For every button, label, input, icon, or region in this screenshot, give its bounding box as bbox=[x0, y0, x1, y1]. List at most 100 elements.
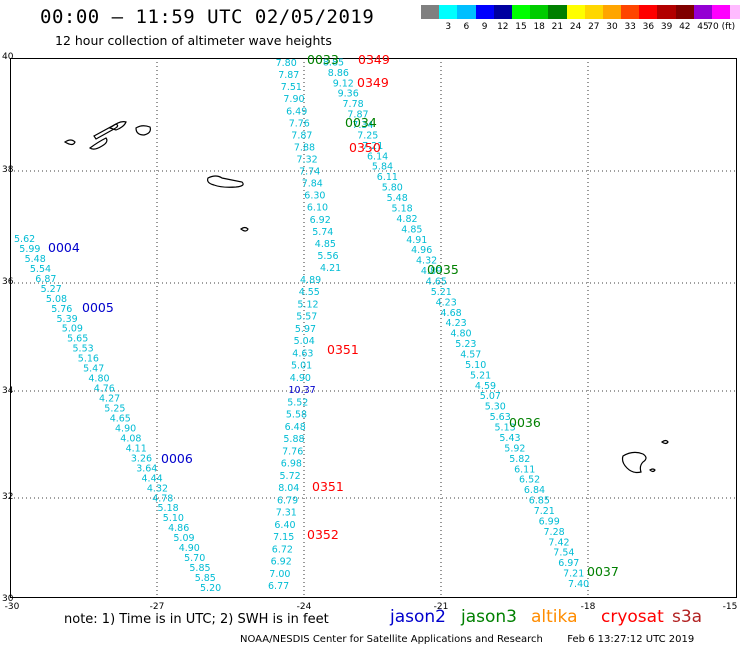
wave-height-label: 5.39 bbox=[57, 314, 78, 325]
x-tick-label: -18 bbox=[580, 602, 596, 612]
wave-height-label: 5.10 bbox=[163, 513, 184, 524]
color-swatch bbox=[457, 5, 476, 19]
wave-height-label: 6.92 bbox=[271, 557, 292, 568]
wave-height-label: 7.28 bbox=[544, 527, 565, 538]
wave-height-label: 7.32 bbox=[297, 155, 318, 166]
color-scale-label: 70 (ft) bbox=[707, 22, 736, 32]
x-tick-label: -15 bbox=[722, 602, 738, 612]
wave-height-label: 4.82 bbox=[396, 214, 417, 225]
wave-height-label: 7.87 bbox=[347, 110, 368, 121]
color-swatch bbox=[639, 5, 658, 19]
map-frame: 5.625.995.485.546.875.275.085.765.395.09… bbox=[10, 58, 737, 598]
island-shape bbox=[621, 451, 647, 474]
wave-height-label: 4.59 bbox=[475, 381, 496, 392]
color-swatch bbox=[511, 5, 531, 19]
wave-height-label: 5.21 bbox=[431, 287, 452, 298]
wave-height-label: 3.26 bbox=[131, 453, 152, 464]
color-scale-label: 27 bbox=[588, 22, 600, 32]
wave-height-label: 5.74 bbox=[312, 227, 333, 238]
wave-height-label: 4.08 bbox=[120, 433, 141, 444]
wave-height-label: 4.96 bbox=[411, 245, 432, 256]
cycle-label: 0034 bbox=[345, 115, 377, 130]
color-swatch bbox=[730, 5, 740, 19]
satellite-legend-jason2: jason2 bbox=[390, 607, 446, 627]
wave-height-label: 9.12 bbox=[333, 78, 354, 89]
wave-height-label: 5.92 bbox=[504, 443, 525, 454]
color-swatch bbox=[421, 5, 440, 19]
wave-height-label: 5.08 bbox=[46, 294, 67, 305]
cycle-label: 0349 bbox=[357, 75, 389, 90]
wave-height-label: 5.12 bbox=[297, 300, 318, 311]
wave-height-label: 5.13 bbox=[495, 423, 516, 434]
wave-height-label: 4.90 bbox=[115, 424, 136, 435]
wave-height-label: 7.42 bbox=[548, 537, 569, 548]
wave-height-label: 5.27 bbox=[41, 284, 62, 295]
wave-height-label: 7.76 bbox=[289, 118, 310, 129]
y-tick-label: 40 bbox=[2, 52, 14, 62]
wave-height-label: 7.80 bbox=[276, 58, 297, 69]
wave-height-label: 5.09 bbox=[62, 324, 83, 335]
wave-height-label: 6.77 bbox=[268, 581, 289, 592]
color-scale-label: 21 bbox=[551, 22, 564, 32]
wave-height-label: 4.65 bbox=[426, 277, 447, 288]
wave-height-label: 5.88 bbox=[283, 434, 304, 445]
color-scale-label: 24 bbox=[569, 22, 582, 32]
wave-height-label: 5.80 bbox=[382, 183, 403, 194]
cycle-label: 0006 bbox=[161, 451, 193, 466]
island-shape bbox=[88, 137, 108, 150]
wave-height-label: 5.85 bbox=[189, 563, 210, 574]
footer-credit: NOAA/NESDIS Center for Satellite Applica… bbox=[240, 634, 694, 645]
note-text: note: 1) Time is in UTC; 2) SWH is in fe… bbox=[64, 612, 329, 627]
satellite-legend-cryosat: cryosat bbox=[601, 607, 664, 627]
cycle-label: 0033 bbox=[307, 52, 339, 67]
island-shape bbox=[240, 226, 249, 232]
wave-height-label: 4.21 bbox=[320, 263, 341, 274]
wave-height-label: 7.21 bbox=[534, 506, 555, 517]
wave-height-label: 5.43 bbox=[499, 433, 520, 444]
wave-height-label: 4.44 bbox=[142, 473, 163, 484]
island-shape bbox=[108, 121, 127, 131]
wave-height-label: 6.92 bbox=[310, 215, 331, 226]
wave-height-label: 4.78 bbox=[152, 493, 173, 504]
wave-height-label: 5.18 bbox=[392, 204, 413, 215]
wave-height-label: 7.54 bbox=[553, 548, 574, 559]
color-swatch bbox=[493, 5, 512, 19]
color-scale-label: 36 bbox=[642, 22, 655, 32]
y-tick-label: 38 bbox=[2, 165, 14, 175]
wave-height-label: 5.58 bbox=[286, 410, 307, 421]
color-scale-label: 30 bbox=[606, 22, 618, 32]
wave-height-label: 7.84 bbox=[302, 179, 323, 190]
wave-height-label: 5.07 bbox=[480, 391, 501, 402]
wave-height-label: 4.65 bbox=[110, 414, 131, 425]
cycle-label: 0349 bbox=[358, 52, 390, 67]
island-shape bbox=[63, 139, 76, 146]
wave-height-label: 4.27 bbox=[99, 394, 120, 405]
wave-height-label: 5.10 bbox=[465, 360, 486, 371]
wave-height-label: 4.32 bbox=[147, 483, 168, 494]
wave-height-label: 5.04 bbox=[294, 336, 315, 347]
wave-height-label: 6.85 bbox=[529, 496, 550, 507]
color-swatch bbox=[566, 5, 585, 19]
island-shape bbox=[207, 175, 244, 188]
wave-height-label: 7.88 bbox=[294, 142, 315, 153]
wave-height-label: 5.72 bbox=[280, 471, 301, 482]
footer-credit-text: NOAA/NESDIS Center for Satellite Applica… bbox=[240, 634, 543, 645]
cycle-label: 0005 bbox=[82, 300, 114, 315]
page-title: 00:00 – 11:59 UTC 02/05/2019 bbox=[40, 6, 375, 28]
page-subtitle: 12 hour collection of altimeter wave hei… bbox=[55, 33, 332, 48]
y-tick-label: 30 bbox=[2, 594, 14, 604]
wave-height-label: 5.09 bbox=[173, 533, 194, 544]
wave-height-label: 5.63 bbox=[490, 412, 511, 423]
wave-height-label: 6.98 bbox=[281, 459, 302, 470]
wave-height-label: 6.10 bbox=[307, 203, 328, 214]
color-scale-label: 12 bbox=[497, 22, 509, 32]
wave-height-label: 4.90 bbox=[290, 373, 311, 384]
wave-height-label: 8.86 bbox=[328, 68, 349, 79]
wave-height-label: 4.89 bbox=[300, 275, 321, 286]
wave-height-label: 4.86 bbox=[168, 523, 189, 534]
wave-height-label: 7.15 bbox=[273, 532, 294, 543]
wave-height-label: 6.40 bbox=[274, 520, 295, 531]
wave-height-label: 6.14 bbox=[367, 151, 388, 162]
wave-height-label: 7.51 bbox=[281, 82, 302, 93]
wave-height-label: 10.37 bbox=[289, 385, 316, 396]
